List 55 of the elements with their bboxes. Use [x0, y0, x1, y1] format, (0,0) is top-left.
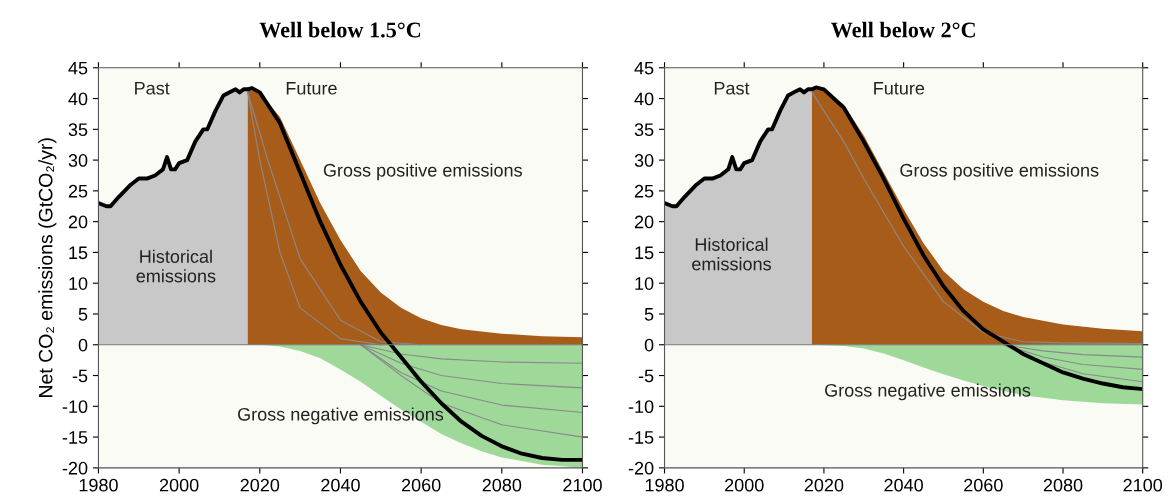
y-tick-label: 40 [634, 92, 654, 106]
y-tick-label: -10 [628, 400, 654, 414]
x-tick-label: 2080 [482, 478, 522, 492]
y-tick-label: 5 [78, 308, 88, 321]
annotation: Past [135, 82, 170, 95]
x-tick-label: 2060 [401, 478, 441, 492]
x-tick-label: 1980 [645, 478, 684, 492]
chart-title: Well below 2°C [830, 21, 975, 38]
y-tick-label: -20 [62, 461, 88, 475]
y-tick-label: 25 [68, 184, 88, 198]
y-tick-label: 25 [634, 184, 654, 198]
y-tick-label: 10 [635, 277, 654, 290]
annotation: Future [286, 82, 337, 95]
x-tick-label: 2000 [725, 478, 764, 492]
x-tick-label: 2040 [884, 478, 923, 492]
annotation: Gross negative emissions [238, 407, 444, 425]
y-tick-label: 5 [644, 308, 654, 321]
y-tick-label: -15 [62, 431, 88, 444]
annotation: Future [874, 82, 925, 95]
y-tick-label: 45 [68, 61, 88, 75]
annotation: Gross negative emissions [825, 383, 1031, 401]
y-tick-label: 35 [68, 123, 88, 137]
x-tick-label: 2020 [804, 478, 844, 492]
y-tick-label: 30 [68, 154, 88, 167]
y-tick-label: -5 [72, 369, 88, 383]
x-tick-label: 1980 [79, 478, 118, 492]
y-tick-label: -20 [628, 461, 654, 475]
x-tick-label: 2100 [563, 478, 602, 492]
y-tick-label: 0 [78, 338, 88, 352]
y-tick-label: 30 [634, 154, 654, 167]
y-tick-label: 45 [634, 61, 654, 75]
y-tick-label: 10 [69, 277, 88, 290]
x-tick-label: 2060 [964, 478, 1003, 492]
y-tick-label: 20 [634, 215, 654, 229]
y-tick-label: 40 [68, 92, 88, 106]
y-tick-label: 15 [635, 246, 654, 260]
annotation: Historical emissions [692, 237, 771, 271]
y-tick-label: -15 [628, 431, 654, 444]
y-tick-label: 15 [69, 246, 88, 260]
x-tick-label: 2100 [1123, 478, 1163, 492]
x-tick-label: 2000 [159, 478, 199, 492]
y-axis-title: Net CO₂ emissions (GtCO₂/yr) [38, 138, 57, 397]
y-tick-label: 0 [644, 338, 654, 352]
y-tick-label: 20 [68, 215, 88, 229]
annotation: Gross positive emissions [900, 163, 1099, 181]
y-tick-label: 35 [634, 123, 654, 137]
x-tick-label: 2040 [321, 478, 360, 492]
chart-title: Well below 1.5°C [259, 21, 421, 38]
annotation: Past [714, 82, 750, 95]
x-tick-label: 2080 [1043, 478, 1083, 492]
annotation: Historical emissions [136, 249, 216, 283]
y-tick-label: -5 [638, 369, 654, 383]
y-tick-label: -10 [62, 400, 88, 414]
annotation: Gross positive emissions [323, 163, 522, 181]
x-tick-label: 2020 [240, 478, 280, 492]
